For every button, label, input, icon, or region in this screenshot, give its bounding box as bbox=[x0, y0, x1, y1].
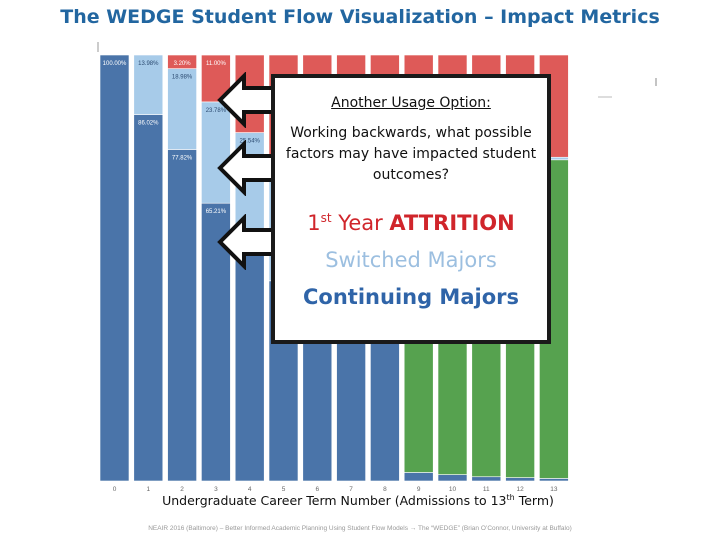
callout-question: Working backwards, what possible factors… bbox=[285, 125, 537, 183]
x-tick-label-12: 12 bbox=[516, 486, 524, 493]
data-label-switched-term-4: 25.54% bbox=[240, 139, 261, 145]
data-label-attrition-term-2: 3.20% bbox=[174, 61, 192, 67]
x-tick-label-7: 7 bbox=[349, 486, 353, 493]
bar-segment-switched-term-3 bbox=[201, 101, 231, 204]
x-tick-label-0: 0 bbox=[113, 486, 117, 493]
legend-attrition-number: 1 bbox=[307, 211, 321, 235]
data-label-switched-term-3: 23.78% bbox=[206, 108, 227, 114]
x-tick-label-10: 10 bbox=[449, 486, 457, 493]
data-label-attrition-term-3: 11.00% bbox=[206, 61, 227, 67]
usage-option-callout: Another Usage Option: Working backwards,… bbox=[271, 74, 551, 344]
bar-segment-continuing-term-4 bbox=[234, 241, 265, 482]
bar-segment-switched-term-2 bbox=[167, 68, 197, 150]
x-axis-label-th: th bbox=[506, 493, 515, 502]
x-tick-label-8: 8 bbox=[383, 486, 387, 493]
data-label-continuing-term-2: 77.82% bbox=[172, 155, 193, 161]
x-tick-label-5: 5 bbox=[282, 486, 286, 493]
legend-attrition: 1st Year ATTRITION bbox=[307, 211, 515, 235]
bar-segment-continuing-term-7 bbox=[336, 319, 366, 482]
data-label-switched-term-1: 13.98% bbox=[138, 61, 159, 67]
bar-segment-continuing-term-9 bbox=[403, 472, 434, 482]
bar-segment-continuing-term-10 bbox=[437, 474, 468, 482]
x-tick-label-4: 4 bbox=[248, 486, 252, 493]
bar-segment-continuing-term-8 bbox=[370, 331, 400, 482]
bar-segment-attrition-term-2 bbox=[167, 54, 197, 69]
x-axis-label: Undergraduate Career Term Number (Admiss… bbox=[148, 493, 568, 508]
data-label-switched-term-2: 18.98% bbox=[172, 75, 193, 81]
bar-segment-continuing-term-11 bbox=[471, 476, 502, 482]
bar-segment-continuing-term-0 bbox=[99, 54, 130, 482]
x-tick-label-3: 3 bbox=[214, 486, 218, 493]
x-axis-label-text-a: Undergraduate Career Term Number (Admiss… bbox=[162, 493, 507, 509]
x-tick-label-2: 2 bbox=[180, 486, 184, 493]
x-axis-label-text-b: Term) bbox=[514, 493, 554, 509]
legend-continuing: Continuing Majors bbox=[303, 285, 519, 309]
data-label-continuing-term-1: 86.02% bbox=[138, 121, 159, 127]
data-label-continuing-term-3: 65.21% bbox=[206, 209, 227, 215]
bar-segment-continuing-term-12 bbox=[505, 477, 535, 482]
callout-heading: Another Usage Option: bbox=[331, 95, 491, 111]
bar-segment-continuing-term-1 bbox=[133, 114, 164, 482]
x-tick-label-1: 1 bbox=[146, 486, 150, 493]
slide-title: The WEDGE Student Flow Visualization – I… bbox=[60, 6, 660, 28]
legend-attrition-suffix: st bbox=[320, 211, 332, 225]
bar-segment-continuing-term-2 bbox=[167, 149, 197, 482]
x-tick-label-13: 13 bbox=[550, 486, 558, 493]
x-tick-labels-layer: 0 1 2 3 4 5 6 7 8 9 10 11 12 13 bbox=[113, 486, 558, 493]
footer-citation: NEAIR 2016 (Baltimore) – Better Informed… bbox=[148, 525, 572, 532]
x-tick-label-6: 6 bbox=[315, 486, 319, 493]
data-label-continuing-term-0: 100.00% bbox=[103, 61, 127, 67]
bar-segment-switched-term-1 bbox=[133, 54, 164, 115]
legend-switched: Switched Majors bbox=[325, 248, 497, 272]
legend-attrition-word: ATTRITION bbox=[389, 211, 515, 235]
x-tick-label-9: 9 bbox=[417, 486, 421, 493]
x-tick-label-11: 11 bbox=[483, 486, 490, 493]
bar-segment-continuing-term-13 bbox=[539, 478, 569, 482]
